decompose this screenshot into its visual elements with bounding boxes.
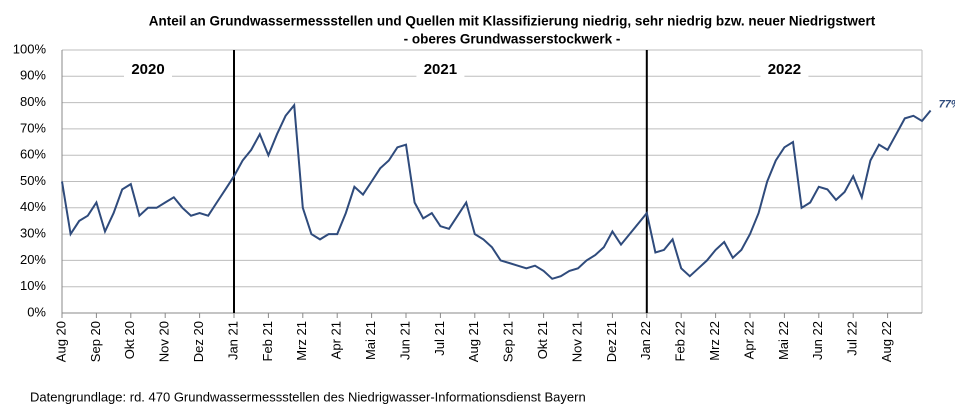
y-tick-label: 50% — [20, 173, 46, 188]
x-tick-label: Okt 21 — [535, 321, 550, 359]
x-tick-label: Okt 20 — [122, 321, 137, 359]
year-label-bg — [416, 60, 465, 78]
x-tick-label: Feb 22 — [673, 321, 688, 361]
x-tick-label: Mai 22 — [776, 321, 791, 360]
x-tick-label: Jul 21 — [432, 321, 447, 356]
x-tick-label: Jan 22 — [638, 321, 653, 360]
x-tick-label: Mrz 21 — [294, 321, 309, 361]
y-tick-label: 90% — [20, 68, 46, 83]
x-tick-label: Nov 20 — [157, 321, 172, 362]
y-tick-label: 10% — [20, 278, 46, 293]
x-tick-label: Apr 21 — [329, 321, 344, 359]
x-tick-label: Aug 20 — [53, 321, 68, 362]
year-label-bg — [760, 60, 809, 78]
y-tick-label: 30% — [20, 226, 46, 241]
year-label: 2020 — [131, 61, 164, 78]
x-tick-label: Mrz 22 — [707, 321, 722, 361]
y-tick-label: 70% — [20, 120, 46, 135]
y-tick-label: 80% — [20, 94, 46, 109]
x-tick-label: Jun 22 — [810, 321, 825, 360]
chart-title: Anteil an Grundwassermessstellen und Que… — [149, 14, 876, 29]
y-tick-label: 100% — [13, 41, 47, 56]
x-tick-label: Feb 21 — [260, 321, 275, 361]
x-tick-label: Sep 21 — [501, 321, 516, 362]
year-label: 2022 — [768, 61, 801, 78]
x-tick-label: Sep 20 — [88, 321, 103, 362]
x-tick-label: Apr 22 — [741, 321, 756, 359]
x-tick-label: Mai 21 — [363, 321, 378, 360]
chart-subtitle: - oberes Grundwasserstockwerk - — [404, 32, 621, 47]
end-label: 77% — [939, 98, 955, 110]
x-tick-label: Jan 21 — [225, 321, 240, 360]
y-tick-label: 40% — [20, 199, 46, 214]
year-label: 2021 — [424, 61, 457, 78]
x-tick-label: Aug 21 — [466, 321, 481, 362]
x-tick-label: Aug 22 — [879, 321, 894, 362]
x-tick-label: Nov 21 — [569, 321, 584, 362]
source-note: Datengrundlage: rd. 470 Grundwassermesss… — [30, 389, 586, 404]
data-line — [61, 102, 932, 280]
year-label-bg — [124, 60, 172, 78]
x-tick-label: Dez 20 — [191, 321, 206, 362]
y-tick-label: 60% — [20, 147, 46, 162]
y-tick-label: 0% — [27, 304, 46, 319]
x-tick-label: Dez 21 — [604, 321, 619, 362]
x-tick-label: Jun 21 — [397, 321, 412, 360]
y-tick-label: 20% — [20, 252, 46, 267]
x-tick-label: Jul 22 — [845, 321, 860, 356]
